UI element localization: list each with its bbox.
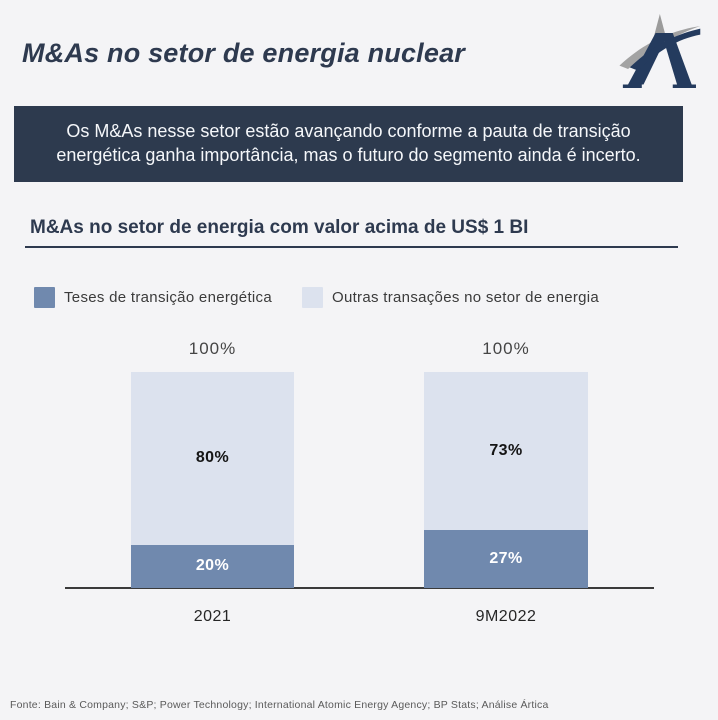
highlight-banner: Os M&As nesse setor estão avançando conf… — [14, 106, 683, 182]
segment-value-transition-2021: 20% — [195, 557, 230, 575]
total-label-2021: 100% — [188, 339, 237, 358]
chart-title: M&As no setor de energia com valor acima… — [30, 217, 529, 238]
chart-legend: Teses de transição energética Outras tra… — [34, 287, 684, 308]
legend-label-other: Outras transações no setor de energia — [331, 289, 600, 306]
segment-value-other-2021: 80% — [195, 449, 230, 467]
bar-segment-transition-2021: 20% — [131, 544, 294, 588]
legend-item-transition: Teses de transição energética — [34, 287, 272, 308]
logo-right-leg — [661, 32, 696, 88]
category-label-2021: 2021 — [193, 608, 232, 625]
legend-item-other: Outras transações no setor de energia — [301, 287, 600, 308]
legend-label-transition: Teses de transição energética — [64, 289, 272, 306]
logo-gray-swoosh — [619, 26, 701, 70]
bar-segment-other-9m2022: 73% — [424, 372, 588, 530]
legend-swatch-transition — [34, 287, 55, 308]
segment-value-other-9m2022: 73% — [489, 441, 523, 459]
section-underline — [25, 246, 678, 248]
page-title: M&As no setor de energia nuclear — [22, 38, 466, 68]
segment-value-transition-9m2022: 27% — [489, 549, 523, 567]
bar-segment-other-2021: 80% — [131, 372, 294, 545]
legend-swatch-other — [301, 287, 323, 308]
x-axis-line — [65, 587, 654, 589]
category-label-9m2022: 9M2022 — [475, 608, 537, 625]
logo-navy-swoosh — [629, 28, 701, 71]
bar-column-2021: 100% 80% 20% 2021 — [131, 330, 294, 630]
bar-column-9m2022: 100% 73% 27% 9M2022 — [424, 330, 588, 630]
source-note: Fonte: Bain & Company; S&P; Power Techno… — [10, 699, 549, 711]
bar-2021: 80% 20% — [131, 372, 294, 588]
bar-segment-transition-9m2022: 27% — [424, 529, 588, 588]
artica-logo — [619, 14, 701, 88]
stacked-bar-chart: 100% 80% 20% 2021 100% 73% 27% — [0, 330, 718, 630]
banner-text: Os M&As nesse setor estão avançando conf… — [56, 121, 641, 165]
bar-9m2022: 73% 27% — [424, 372, 588, 588]
total-label-9m2022: 100% — [482, 339, 530, 358]
